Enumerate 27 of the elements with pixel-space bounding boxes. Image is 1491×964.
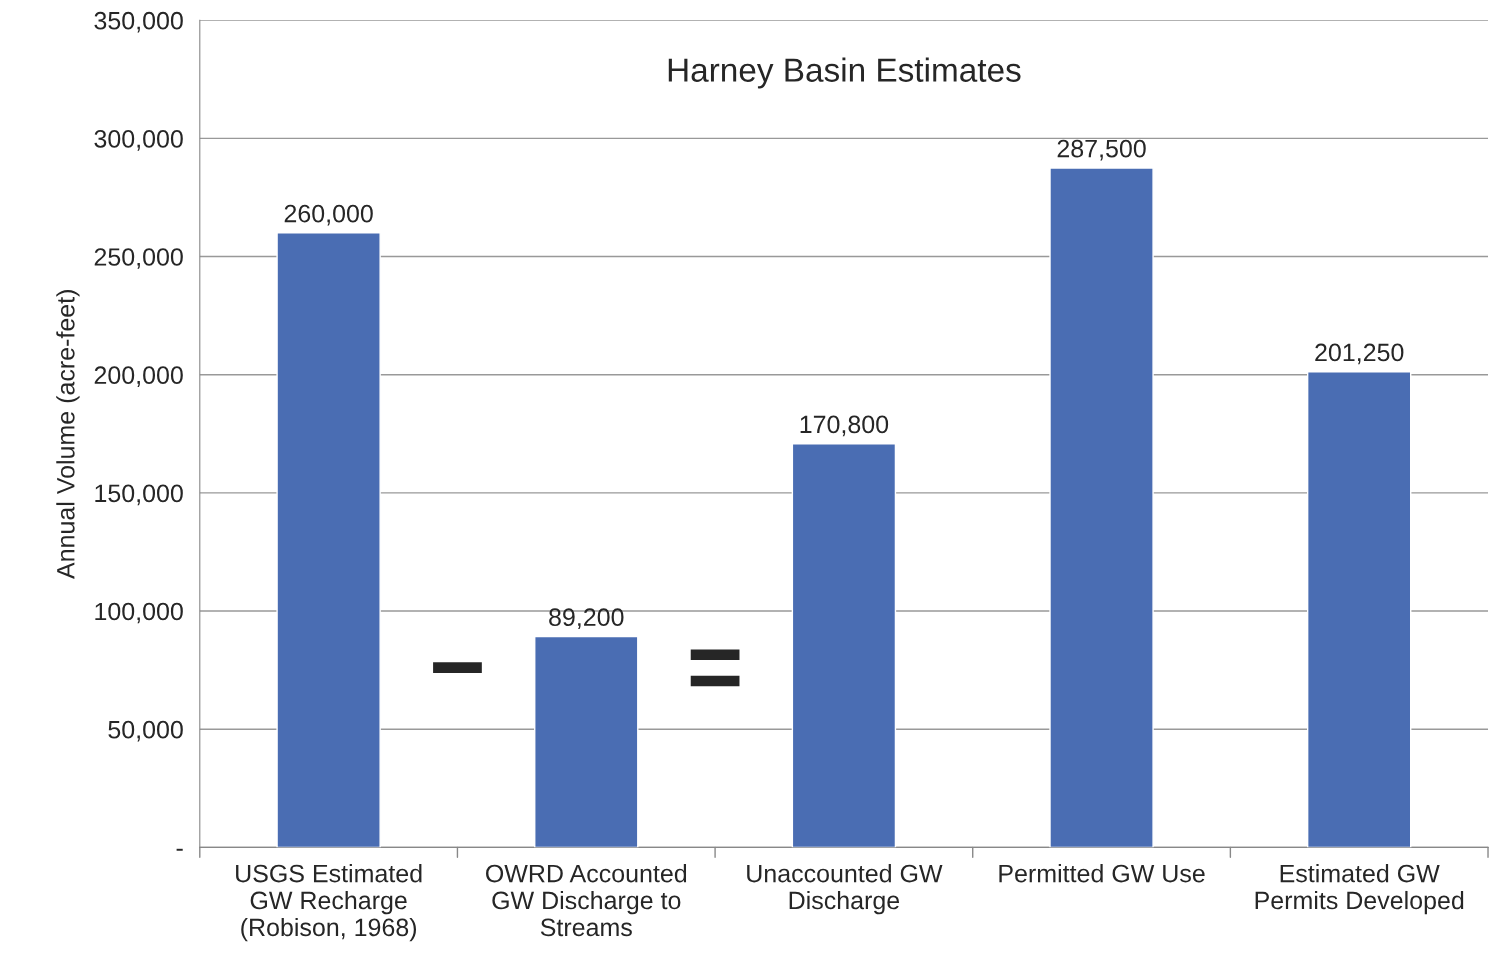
x-tick-label: Permitted GW Use	[999, 864, 1205, 883]
y-axis-title: Annual Volume (acre-feet)	[56, 290, 80, 579]
data-label: 170,800	[800, 415, 889, 437]
x-tick-label: Unaccounted GW Discharge	[747, 864, 943, 915]
x-tick-label: OWRD Accounted GW Discharge to Streams	[486, 864, 687, 937]
bar	[791, 443, 897, 848]
y-tick-label: 200,000	[94, 366, 183, 387]
y-tick-label: 250,000	[94, 248, 183, 269]
bar	[276, 232, 381, 848]
text: Harney Basin Estimates	[668, 57, 1021, 89]
y-tick-label: -	[176, 848, 183, 851]
data-label: 89,200	[549, 608, 624, 630]
bar	[1049, 167, 1154, 848]
y-tick-label: 150,000	[95, 484, 183, 506]
data-label: 201,250	[1315, 343, 1404, 365]
y-tick-label: 50,000	[108, 720, 183, 742]
y-tick-label: 350,000	[94, 11, 183, 33]
bar	[1306, 371, 1412, 848]
annotation: =	[690, 649, 740, 687]
y-tick-label: 100,000	[95, 602, 183, 624]
annotation: −	[433, 662, 482, 673]
x-tick-label: USGS Estimated GW Recharge (Robison, 1968)	[236, 864, 422, 942]
y-tick-label: 300,000	[94, 130, 183, 151]
data-label: 287,500	[1057, 139, 1146, 161]
data-label: 260,000	[284, 204, 373, 226]
x-tick-label: Estimated GW Permits Developed	[1255, 864, 1464, 915]
bar	[534, 635, 639, 848]
